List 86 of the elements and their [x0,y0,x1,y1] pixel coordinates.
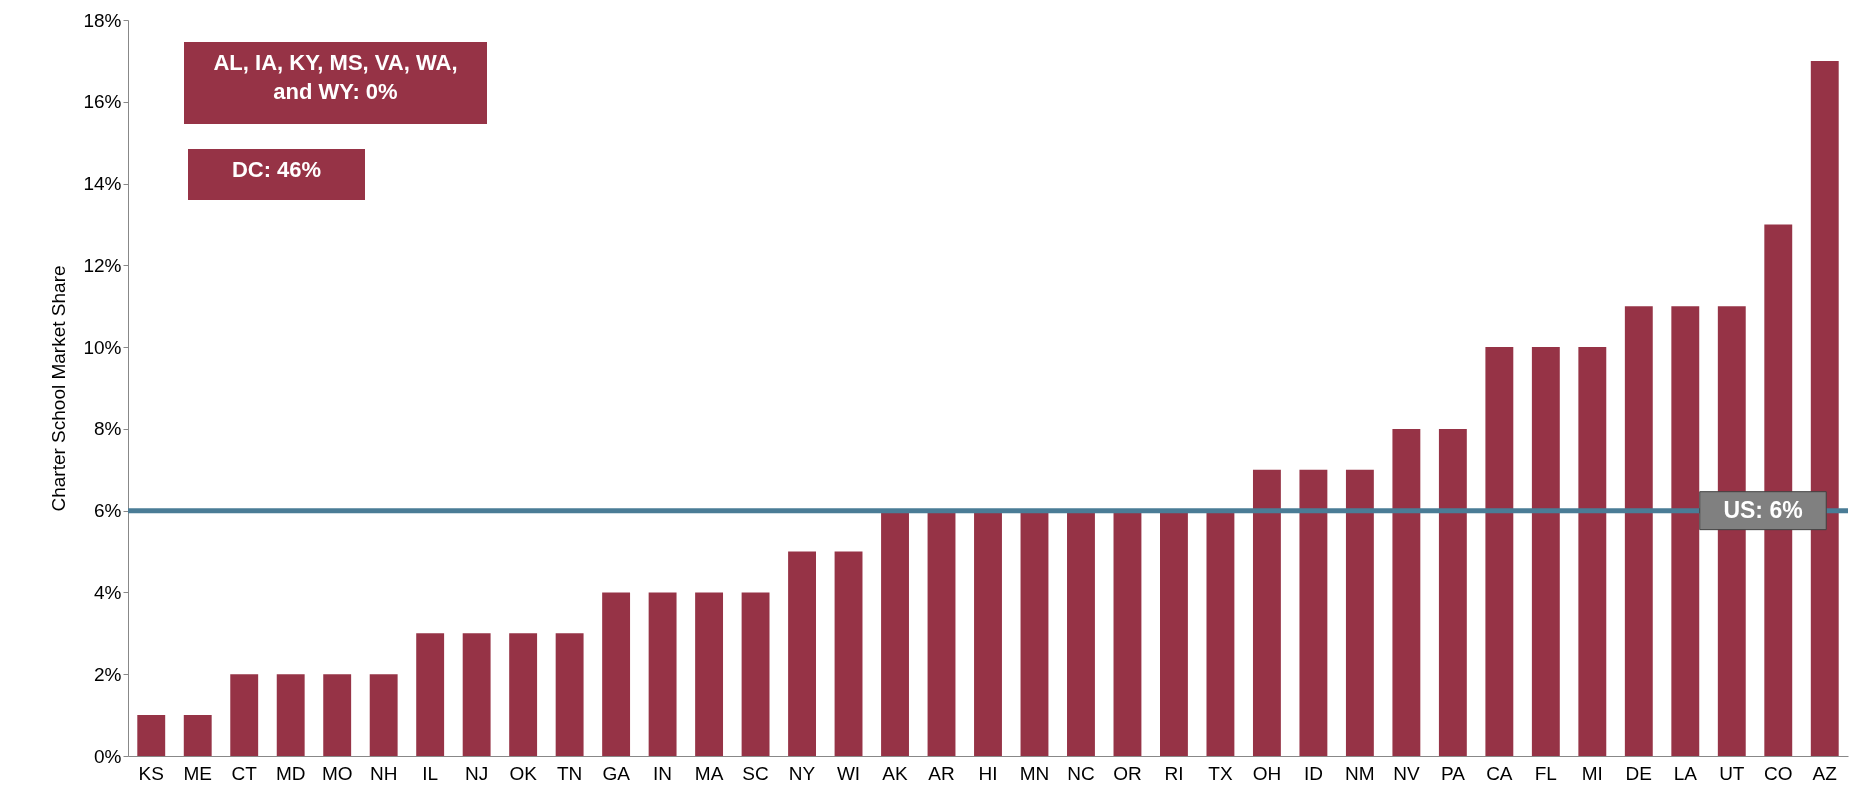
bar [1624,306,1653,756]
bar [276,674,305,756]
x-tick-label: NC [1067,762,1095,784]
y-tick-label: 2% [94,663,122,685]
bar [741,592,770,756]
bar [183,715,212,756]
x-tick-label: UT [1719,762,1745,784]
x-tick-label: ME [183,762,212,784]
bar [927,510,956,756]
bar [416,633,445,756]
bar [1206,510,1235,756]
bar [369,674,398,756]
bar [1485,347,1514,756]
bar [1578,347,1607,756]
x-tick-label: MD [275,762,306,784]
x-tick-label: MN [1019,762,1050,784]
x-tick-label: TX [1208,762,1233,784]
bar [1067,510,1095,756]
bar [509,633,538,756]
bar [1345,469,1374,756]
x-tick-label: MO [321,762,353,784]
y-tick-label: 12% [83,254,122,276]
x-tick-label: CO [1764,762,1793,784]
bar [602,592,631,756]
y-tick-label: 8% [94,418,122,440]
y-tick-label: 18% [83,9,122,31]
bar [137,715,166,756]
y-tick-label: 6% [94,500,122,522]
bar [323,674,352,756]
x-tick-label: NJ [465,762,489,784]
bar [1531,347,1560,756]
x-tick-label: LA [1673,762,1698,784]
bar [881,510,909,756]
y-tick-label: 14% [83,173,122,195]
x-tick-label: WI [836,762,861,784]
x-tick-label: CT [231,762,258,784]
x-tick-label: NV [1393,762,1420,784]
bar [1113,510,1142,756]
x-tick-label: FL [1534,762,1557,784]
x-tick-label: ID [1303,762,1323,784]
x-tick-label: AZ [1812,762,1838,784]
x-tick-label: MI [1581,762,1603,784]
y-axis-title: Charter School Market Share [48,265,70,512]
bar [788,551,816,756]
x-tick-label: OH [1252,762,1282,784]
x-tick-label: IN [653,762,673,784]
x-tick-label: TN [556,762,583,784]
ref-line-label: US: 6% [1723,496,1803,523]
x-tick-label: NY [788,762,816,784]
y-tick-label: 4% [94,581,122,603]
bar [1160,510,1188,756]
x-tick-label: MA [694,762,724,784]
bar [1252,469,1281,756]
x-tick-label: DE [1625,762,1653,784]
x-tick-label: AR [928,762,955,784]
x-tick-label: RI [1164,762,1184,784]
bar [230,674,259,756]
x-tick-label: HI [978,762,998,784]
bar [834,551,863,756]
x-tick-label: PA [1440,762,1466,784]
note-box: AL, IA, KY, MS, VA, WA, and WY: 0% [184,42,487,124]
x-tick-label: NM [1345,762,1375,784]
x-tick-label: NH [369,762,398,784]
bar [462,633,491,756]
x-tick-label: OR [1113,762,1142,784]
bar [648,592,677,756]
x-tick-label: CA [1486,762,1513,784]
bar [1438,428,1467,756]
note-box: DC: 46% [188,149,365,200]
bar [974,510,1002,756]
bar [1810,60,1839,756]
bar [1392,428,1421,756]
y-tick-label: 10% [83,336,122,358]
x-tick-label: IL [422,762,439,784]
x-tick-label: AK [882,762,909,784]
bar [1299,469,1328,756]
bar [1020,510,1049,756]
x-tick-label: SC [742,762,769,784]
x-tick-label: OK [509,762,538,784]
bar [1671,306,1700,756]
x-tick-label: KS [138,762,164,784]
y-tick-label: 0% [94,745,122,767]
bar [555,633,584,756]
bar [695,592,724,756]
x-tick-label: GA [602,762,631,784]
y-tick-label: 16% [83,91,122,113]
